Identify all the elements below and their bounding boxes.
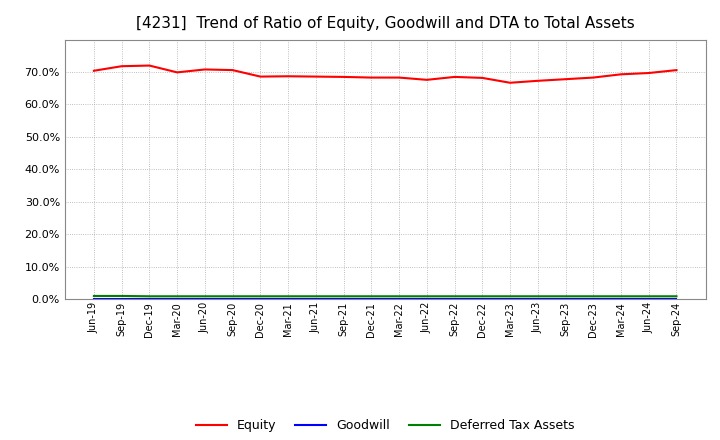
Equity	[395, 75, 403, 80]
Goodwill	[644, 297, 653, 302]
Equity	[450, 74, 459, 80]
Deferred Tax Assets	[89, 293, 98, 299]
Equity	[173, 70, 181, 75]
Goodwill	[145, 297, 154, 302]
Goodwill	[616, 297, 625, 302]
Deferred Tax Assets	[616, 293, 625, 299]
Deferred Tax Assets	[367, 293, 376, 299]
Goodwill	[505, 297, 514, 302]
Goodwill	[450, 297, 459, 302]
Equity	[312, 74, 320, 79]
Goodwill	[312, 297, 320, 302]
Equity	[478, 75, 487, 81]
Equity	[505, 80, 514, 85]
Equity	[228, 67, 237, 73]
Goodwill	[561, 297, 570, 302]
Line: Equity: Equity	[94, 66, 677, 83]
Equity	[339, 74, 348, 80]
Equity	[284, 73, 292, 79]
Goodwill	[367, 297, 376, 302]
Equity	[145, 63, 154, 68]
Equity	[589, 75, 598, 80]
Deferred Tax Assets	[478, 293, 487, 299]
Goodwill	[423, 297, 431, 302]
Legend: Equity, Goodwill, Deferred Tax Assets: Equity, Goodwill, Deferred Tax Assets	[191, 414, 580, 437]
Equity	[423, 77, 431, 82]
Goodwill	[228, 297, 237, 302]
Deferred Tax Assets	[672, 293, 681, 299]
Equity	[534, 78, 542, 84]
Goodwill	[256, 297, 265, 302]
Equity	[201, 67, 210, 72]
Goodwill	[534, 297, 542, 302]
Deferred Tax Assets	[423, 293, 431, 299]
Equity	[367, 75, 376, 80]
Goodwill	[672, 297, 681, 302]
Goodwill	[339, 297, 348, 302]
Equity	[672, 67, 681, 73]
Deferred Tax Assets	[173, 293, 181, 299]
Deferred Tax Assets	[589, 293, 598, 299]
Equity	[256, 74, 265, 79]
Deferred Tax Assets	[117, 293, 126, 299]
Goodwill	[589, 297, 598, 302]
Goodwill	[201, 297, 210, 302]
Equity	[117, 63, 126, 69]
Deferred Tax Assets	[256, 293, 265, 299]
Goodwill	[173, 297, 181, 302]
Equity	[616, 72, 625, 77]
Deferred Tax Assets	[644, 293, 653, 299]
Deferred Tax Assets	[339, 293, 348, 299]
Equity	[89, 68, 98, 73]
Deferred Tax Assets	[450, 293, 459, 299]
Goodwill	[478, 297, 487, 302]
Deferred Tax Assets	[228, 293, 237, 299]
Deferred Tax Assets	[201, 293, 210, 299]
Title: [4231]  Trend of Ratio of Equity, Goodwill and DTA to Total Assets: [4231] Trend of Ratio of Equity, Goodwil…	[136, 16, 634, 32]
Goodwill	[284, 297, 292, 302]
Deferred Tax Assets	[534, 293, 542, 299]
Goodwill	[395, 297, 403, 302]
Deferred Tax Assets	[561, 293, 570, 299]
Goodwill	[89, 297, 98, 302]
Deferred Tax Assets	[395, 293, 403, 299]
Goodwill	[117, 297, 126, 302]
Equity	[644, 70, 653, 76]
Deferred Tax Assets	[505, 293, 514, 299]
Deferred Tax Assets	[312, 293, 320, 299]
Equity	[561, 77, 570, 82]
Deferred Tax Assets	[145, 293, 154, 299]
Deferred Tax Assets	[284, 293, 292, 299]
